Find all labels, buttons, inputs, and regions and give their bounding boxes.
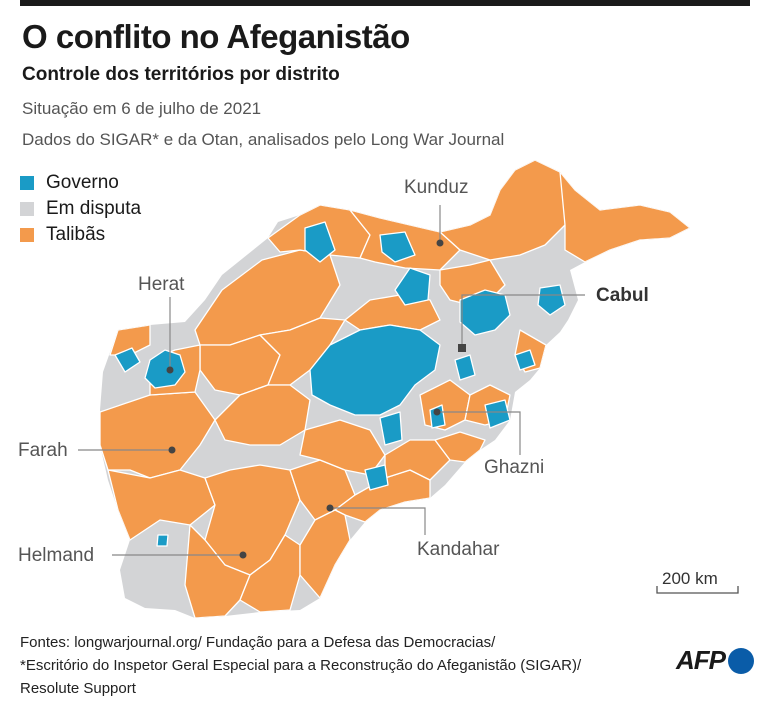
gov-region-paktia <box>454 354 476 381</box>
gov-region-ghazni-east <box>484 399 511 429</box>
legend-item-em-disputa: Em disputa <box>20 196 141 222</box>
farah-dot <box>168 446 176 454</box>
kandahar-dot <box>326 504 334 512</box>
gov-region-north-3 <box>394 267 431 306</box>
city-label-farah: Farah <box>18 440 68 461</box>
taliban-region-south-border <box>299 509 351 599</box>
legend-label: Em disputa <box>46 198 142 219</box>
taliban-region-zabul <box>384 439 451 481</box>
gov-region-central <box>309 324 441 416</box>
legend-label: Governo <box>46 172 119 193</box>
date-line: Situação em 6 de julho de 2021 <box>22 99 262 118</box>
gov-region-herat <box>144 349 186 389</box>
gov-region-uruzgan <box>379 411 403 446</box>
em-disputa-swatch <box>20 202 34 216</box>
helmand-dot <box>239 551 247 559</box>
city-label-kunduz: Kunduz <box>404 177 468 198</box>
gov-region-kandahar <box>364 464 389 491</box>
afp-logo: AFP <box>676 645 754 676</box>
footer-line-2: *Escritório do Inspetor Geral Especial p… <box>20 657 582 674</box>
city-label-herat: Herat <box>138 274 185 295</box>
kunduz-dot <box>436 239 444 247</box>
city-label-kandahar: Kandahar <box>417 539 500 560</box>
gov-region-ghazni-south <box>429 404 446 429</box>
city-dots <box>166 239 466 559</box>
taliban-region-farah <box>107 469 216 541</box>
taliban-region-central-south <box>214 384 311 446</box>
scale-label: 200 km <box>662 569 718 588</box>
subtitle: Controle dos territórios por distrito <box>22 64 340 85</box>
governo-swatch <box>20 176 34 190</box>
leader-lines <box>78 205 585 556</box>
taliban-region-north-west <box>109 324 151 356</box>
legend-item-governo: Governo <box>20 170 141 196</box>
gov-region-kabul-east <box>537 284 566 316</box>
gov-region-herat-west <box>114 347 141 373</box>
city-label-helmand: Helmand <box>18 545 94 566</box>
herat-dot <box>166 366 174 374</box>
gov-region-south-small <box>156 534 169 547</box>
talibas-swatch <box>20 228 34 242</box>
legend: Governo Em disputa Talibãs <box>20 170 141 248</box>
cabul-marker <box>458 344 466 352</box>
scale-bar: 200 km <box>656 569 739 594</box>
city-label-ghazni: Ghazni <box>484 457 544 478</box>
data-source-line: Dados do SIGAR* e da Otan, analisados pe… <box>22 130 505 149</box>
city-label-cabul: Cabul <box>596 285 649 306</box>
gov-region-north-1 <box>304 221 336 263</box>
ghazni-dot <box>433 408 441 416</box>
ghazni-leader <box>437 411 521 455</box>
legend-item-talibas: Talibãs <box>20 222 141 248</box>
gov-region-east-2 <box>514 349 536 371</box>
cabul-leader <box>461 294 585 348</box>
scale-line <box>656 586 739 594</box>
footer-line-3: Resolute Support <box>20 680 136 697</box>
kandahar-leader <box>330 507 426 535</box>
taliban-region-paktika <box>434 431 486 463</box>
gov-region-north-2 <box>379 231 416 263</box>
footer-line-1: Fontes: longwarjournal.org/ Fundação par… <box>20 634 496 651</box>
page-title: O conflito no Afeganistão <box>22 18 410 55</box>
top-rule <box>20 0 750 6</box>
footer-sources: Fontes: longwarjournal.org/ Fundação par… <box>20 631 581 700</box>
afp-dot-icon <box>728 647 754 674</box>
taliban-region-badakhshan <box>559 171 690 263</box>
afp-logo-text: AFP <box>676 645 726 675</box>
government-districts <box>114 221 566 547</box>
legend-label: Talibãs <box>46 224 106 245</box>
taliban-districts <box>100 160 690 618</box>
